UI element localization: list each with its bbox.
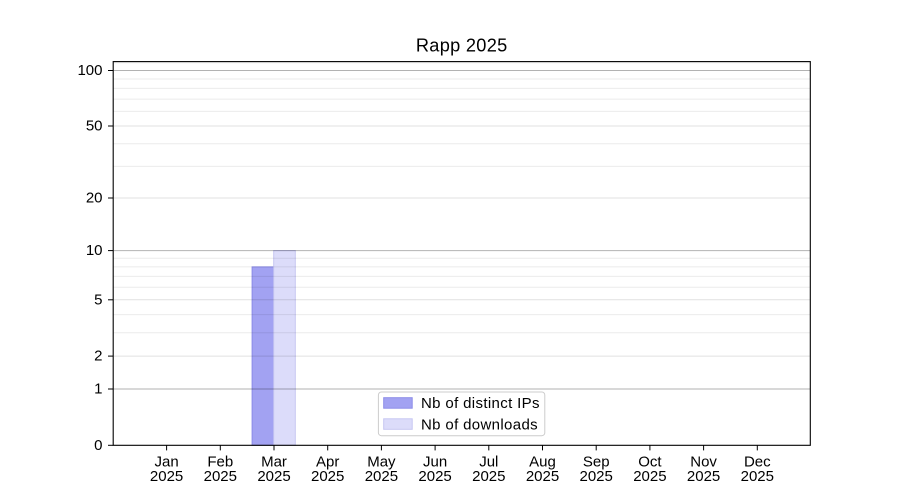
svg-text:2025: 2025 [472, 468, 505, 485]
svg-text:Mar: Mar [261, 453, 287, 470]
svg-text:20: 20 [86, 190, 103, 207]
svg-text:2025: 2025 [257, 468, 290, 485]
svg-text:2025: 2025 [365, 468, 398, 485]
svg-text:50: 50 [86, 118, 103, 135]
svg-text:Rapp 2025: Rapp 2025 [416, 36, 508, 56]
svg-text:10: 10 [86, 242, 103, 259]
svg-text:2025: 2025 [580, 468, 613, 485]
svg-text:2025: 2025 [204, 468, 237, 485]
svg-text:2025: 2025 [633, 468, 666, 485]
svg-text:Dec: Dec [744, 453, 771, 470]
svg-text:Jan: Jan [155, 453, 179, 470]
svg-text:2025: 2025 [150, 468, 183, 485]
svg-text:2025: 2025 [311, 468, 344, 485]
svg-text:100: 100 [77, 62, 102, 79]
svg-text:Nov: Nov [690, 453, 717, 470]
svg-text:0: 0 [94, 437, 102, 454]
svg-text:Nb of downloads: Nb of downloads [421, 416, 538, 433]
svg-text:May: May [367, 453, 396, 470]
svg-text:Sep: Sep [583, 453, 610, 470]
svg-text:2025: 2025 [741, 468, 774, 485]
svg-text:1: 1 [94, 381, 102, 398]
svg-text:5: 5 [94, 291, 102, 308]
svg-text:Nb of distinct IPs: Nb of distinct IPs [421, 395, 540, 412]
svg-text:Feb: Feb [207, 453, 233, 470]
svg-text:Oct: Oct [638, 453, 662, 470]
svg-text:2025: 2025 [687, 468, 720, 485]
svg-text:2025: 2025 [526, 468, 559, 485]
svg-text:Apr: Apr [316, 453, 339, 470]
svg-text:2025: 2025 [418, 468, 451, 485]
svg-text:Aug: Aug [529, 453, 556, 470]
svg-text:2: 2 [94, 348, 102, 365]
svg-text:Jul: Jul [479, 453, 498, 470]
svg-text:Jun: Jun [423, 453, 447, 470]
